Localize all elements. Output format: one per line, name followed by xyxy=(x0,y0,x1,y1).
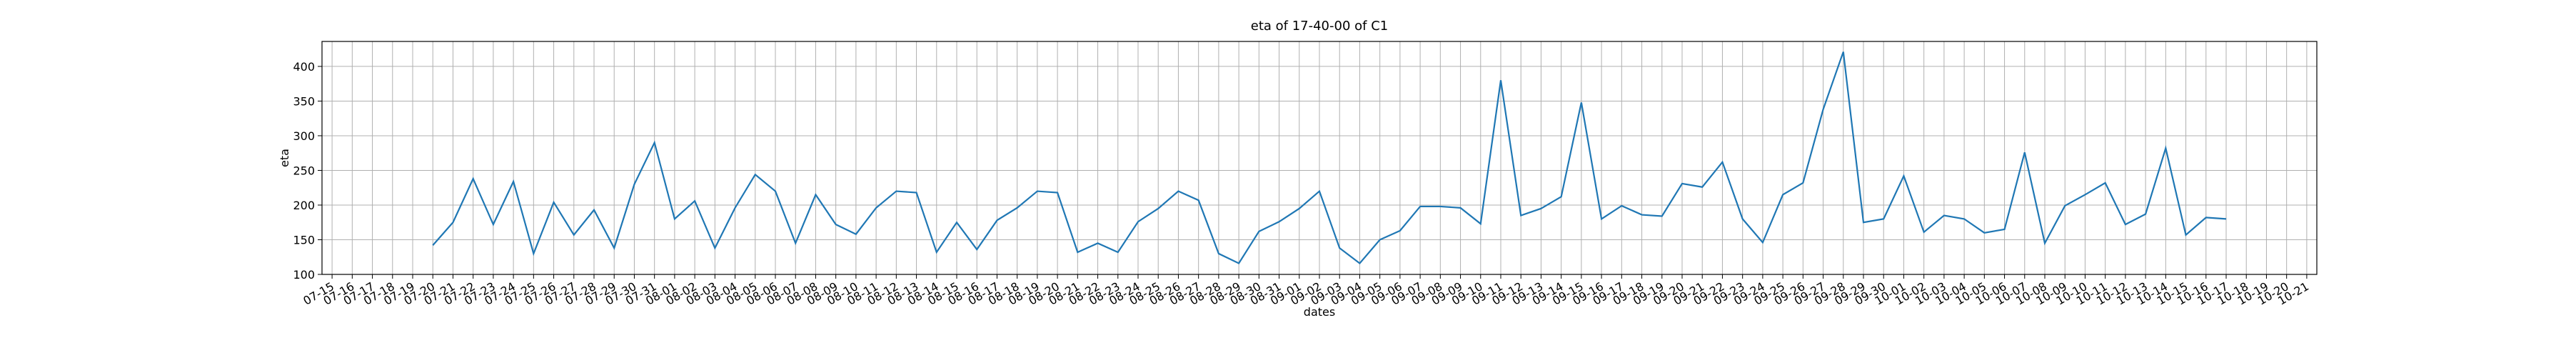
y-tick-label: 100 xyxy=(293,268,315,282)
y-tick-label: 150 xyxy=(293,233,315,247)
x-axis-label: dates xyxy=(1304,305,1335,319)
chart-title: eta of 17-40-00 of C1 xyxy=(1251,19,1388,34)
plot-frame xyxy=(321,41,2318,275)
y-tick-label: 200 xyxy=(293,199,315,212)
y-axis-label: eta xyxy=(278,149,291,167)
y-tick-label: 350 xyxy=(293,94,315,108)
y-tick-label: 250 xyxy=(293,164,315,177)
y-tick-label: 400 xyxy=(293,60,315,74)
y-tick-label: 300 xyxy=(293,129,315,143)
data-line xyxy=(432,51,2227,264)
